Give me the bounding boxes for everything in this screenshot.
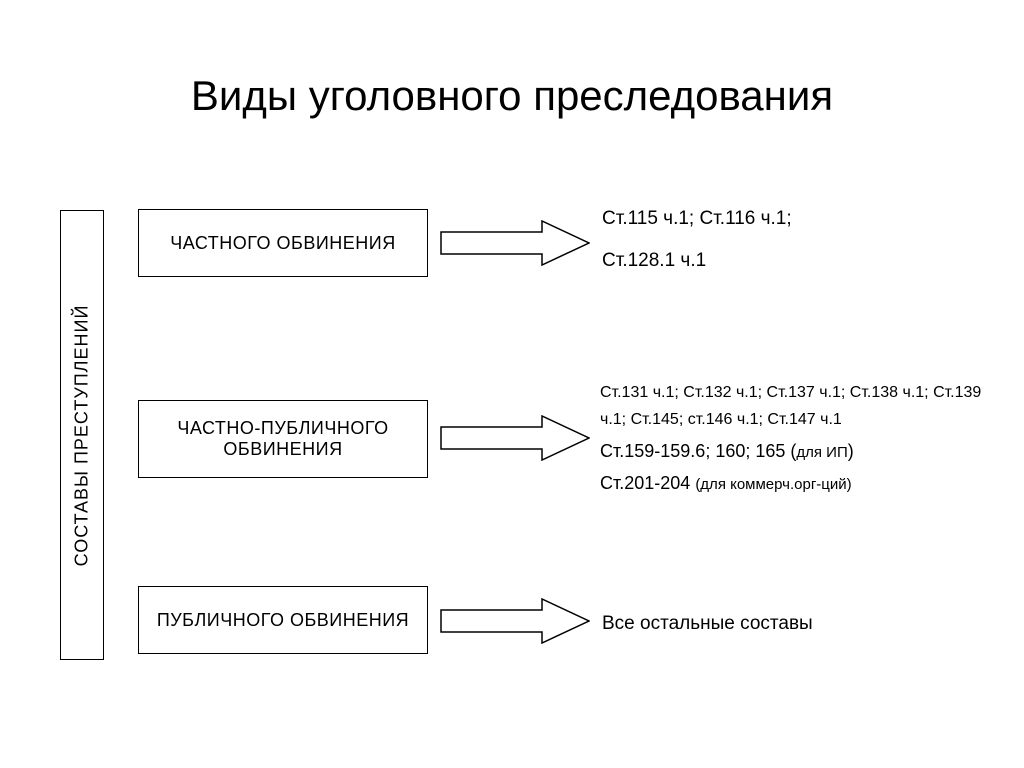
articles-2: Все остальные составы [602,610,982,639]
sidebar-label: СОСТАВЫ ПРЕСТУПЛЕНИЙ [72,304,93,566]
articles-1: Ст.131 ч.1; Ст.132 ч.1; Ст.137 ч.1; Ст.1… [600,378,1000,496]
page-title: Виды уголовного преследования [0,72,1024,120]
arrow-2 [440,598,590,649]
sidebar-box: СОСТАВЫ ПРЕСТУПЛЕНИЙ [60,210,104,660]
articles-0: Ст.115 ч.1; Ст.116 ч.1;Ст.128.1 ч.1 [602,198,982,282]
type-box-0: ЧАСТНОГО ОБВИНЕНИЯ [138,209,428,277]
type-box-2: ПУБЛИЧНОГО ОБВИНЕНИЯ [138,586,428,654]
arrow-1 [440,415,590,466]
arrow-0 [440,220,590,271]
type-box-1: ЧАСТНО-ПУБЛИЧНОГО ОБВИНЕНИЯ [138,400,428,478]
